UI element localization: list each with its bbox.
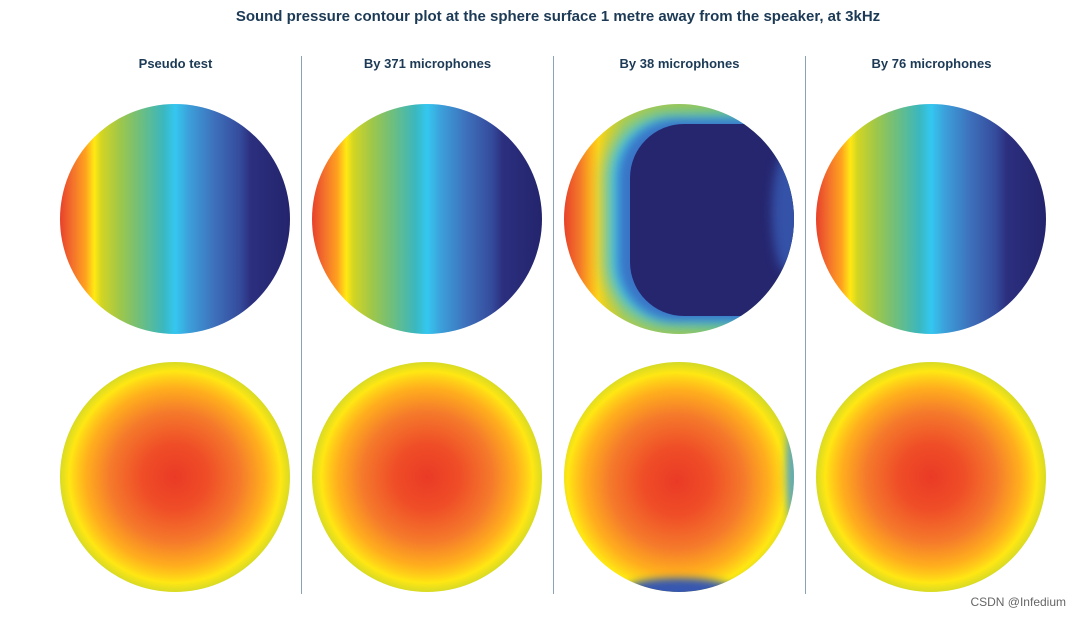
edge-shading: [772, 152, 794, 272]
contour-sphere-top-371-microphones: [312, 104, 542, 334]
contour-sphere-bottom-76-microphones: [816, 362, 1046, 592]
watermark: CSDN @Infedium: [970, 595, 1066, 609]
column-label-76-microphones: By 76 microphones: [871, 56, 992, 71]
column-divider: [805, 56, 806, 594]
edge-shading: [786, 422, 794, 522]
column-label-pseudo-test: Pseudo test: [138, 56, 213, 71]
column-divider: [553, 56, 554, 594]
contour-sphere-top-pseudo-test: [60, 104, 290, 334]
edge-shading: [624, 578, 734, 592]
contour-sphere-top-38-microphones: [564, 104, 794, 334]
column-label-38-microphones: By 38 microphones: [619, 56, 740, 71]
contour-sphere-top-76-microphones: [816, 104, 1046, 334]
contour-sphere-bottom-pseudo-test: [60, 362, 290, 592]
column-divider: [301, 56, 302, 594]
contour-sphere-bottom-371-microphones: [312, 362, 542, 592]
column-label-371-microphones: By 371 microphones: [363, 56, 492, 71]
figure-title: Sound pressure contour plot at the spher…: [235, 8, 881, 25]
contour-sphere-bottom-38-microphones: [564, 362, 794, 592]
low-pressure-region: [630, 124, 794, 316]
